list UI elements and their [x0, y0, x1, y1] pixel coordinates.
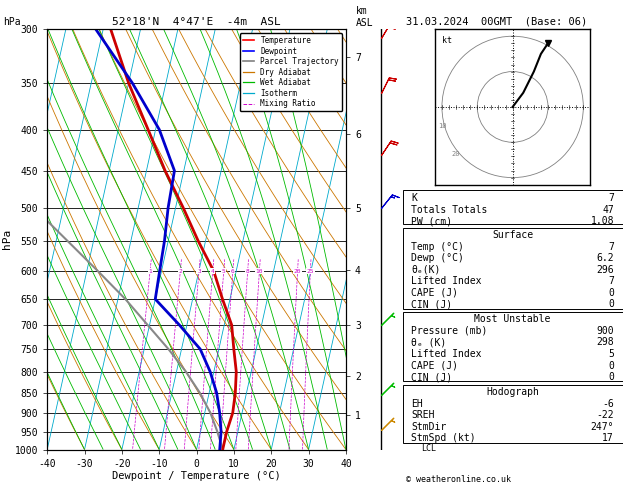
Text: 7: 7 [608, 242, 614, 252]
Text: 10: 10 [255, 269, 263, 274]
Bar [403, 227, 623, 309]
Text: 20: 20 [452, 152, 460, 157]
Bar [403, 190, 623, 224]
Text: Totals Totals: Totals Totals [411, 205, 487, 214]
Text: 6: 6 [231, 269, 235, 274]
Text: 47: 47 [602, 205, 614, 214]
Text: km
ASL: km ASL [355, 6, 373, 28]
Legend: Temperature, Dewpoint, Parcel Trajectory, Dry Adiabat, Wet Adiabat, Isotherm, Mi: Temperature, Dewpoint, Parcel Trajectory… [240, 33, 342, 111]
Text: LCL: LCL [421, 444, 436, 453]
Text: 7: 7 [608, 276, 614, 286]
Bar [403, 312, 623, 382]
Text: 52°18'N  4°47'E  -4m  ASL: 52°18'N 4°47'E -4m ASL [112, 17, 281, 27]
Text: Dewp (°C): Dewp (°C) [411, 253, 464, 263]
Text: 0: 0 [608, 361, 614, 370]
Text: EH: EH [411, 399, 423, 409]
Text: Temp (°C): Temp (°C) [411, 242, 464, 252]
Text: 0: 0 [608, 299, 614, 309]
Text: CIN (J): CIN (J) [411, 372, 452, 382]
Text: Hodograph: Hodograph [486, 387, 539, 397]
Text: © weatheronline.co.uk: © weatheronline.co.uk [406, 474, 511, 484]
Text: θₑ (K): θₑ (K) [411, 337, 447, 347]
Y-axis label: hPa: hPa [2, 229, 12, 249]
Text: 0: 0 [608, 288, 614, 298]
Text: 1.08: 1.08 [591, 216, 614, 226]
Text: 8: 8 [246, 269, 250, 274]
Text: 1: 1 [148, 269, 152, 274]
Text: 900: 900 [596, 326, 614, 336]
Text: Surface: Surface [492, 230, 533, 240]
Text: 20: 20 [294, 269, 301, 274]
Text: 4: 4 [211, 269, 214, 274]
Text: CAPE (J): CAPE (J) [411, 361, 459, 370]
Text: 17: 17 [602, 434, 614, 443]
Text: StmDir: StmDir [411, 422, 447, 432]
Text: Pressure (mb): Pressure (mb) [411, 326, 487, 336]
Text: 0: 0 [608, 372, 614, 382]
Text: StmSpd (kt): StmSpd (kt) [411, 434, 476, 443]
Text: 5: 5 [608, 349, 614, 359]
Text: Lifted Index: Lifted Index [411, 276, 482, 286]
Text: Most Unstable: Most Unstable [474, 314, 551, 324]
X-axis label: Dewpoint / Temperature (°C): Dewpoint / Temperature (°C) [112, 471, 281, 481]
Text: 6.2: 6.2 [596, 253, 614, 263]
Text: CAPE (J): CAPE (J) [411, 288, 459, 298]
Text: -6: -6 [602, 399, 614, 409]
Text: 247°: 247° [591, 422, 614, 432]
Text: CIN (J): CIN (J) [411, 299, 452, 309]
Text: 3: 3 [197, 269, 201, 274]
Text: 5: 5 [222, 269, 226, 274]
Text: 298: 298 [596, 337, 614, 347]
Text: 2: 2 [179, 269, 182, 274]
Text: K: K [411, 193, 417, 203]
Text: 7: 7 [608, 193, 614, 203]
Bar [403, 385, 623, 443]
Text: 25: 25 [307, 269, 314, 274]
Text: kt: kt [442, 36, 452, 45]
Text: hPa: hPa [3, 17, 21, 27]
Text: θₑ(K): θₑ(K) [411, 265, 441, 275]
Text: Lifted Index: Lifted Index [411, 349, 482, 359]
Text: 31.03.2024  00GMT  (Base: 06): 31.03.2024 00GMT (Base: 06) [406, 17, 587, 27]
Text: 296: 296 [596, 265, 614, 275]
Text: -22: -22 [596, 410, 614, 420]
Text: SREH: SREH [411, 410, 435, 420]
Text: PW (cm): PW (cm) [411, 216, 452, 226]
Text: 10: 10 [438, 123, 446, 129]
